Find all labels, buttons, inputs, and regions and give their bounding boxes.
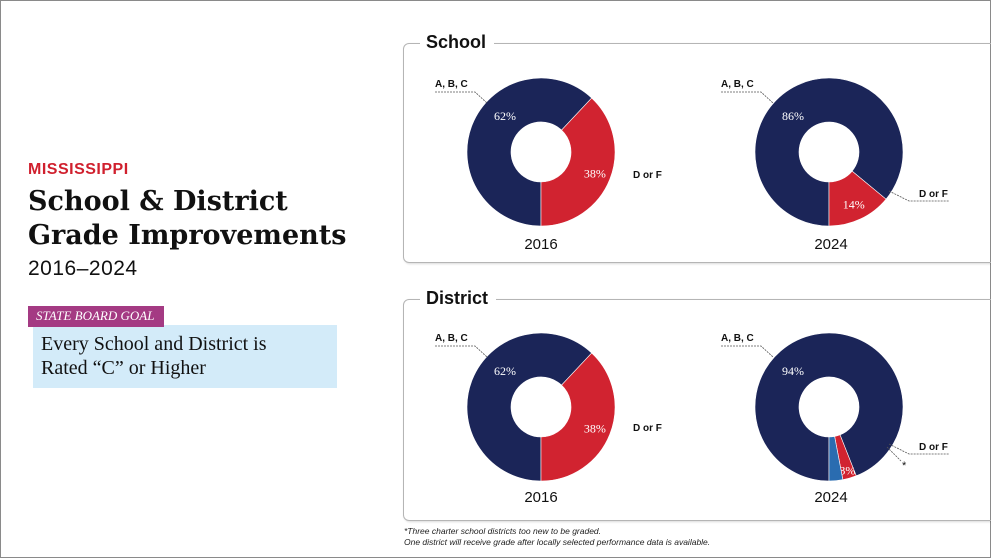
footnote-line-2: One district will receive grade after lo… xyxy=(404,537,711,547)
year-range: 2016–2024 xyxy=(28,257,138,280)
slice-value-label: 62% xyxy=(494,109,516,123)
slice-a-b-c xyxy=(466,332,593,482)
leader-line xyxy=(888,190,949,202)
school-panel: School xyxy=(403,32,991,263)
page-title: School & District Grade Improvements xyxy=(28,185,388,253)
category-label-abc: A, B, C xyxy=(721,333,754,344)
slice-a-b-c xyxy=(466,77,593,227)
slice-ungraded xyxy=(828,436,844,482)
slice-a-b-c xyxy=(754,77,904,227)
slice-d-or-f xyxy=(540,352,616,482)
title-line-1: School & District xyxy=(28,186,288,217)
year-label: 2016 xyxy=(524,236,557,253)
slice-value-label: 38% xyxy=(584,421,606,435)
school-panel-title: School xyxy=(420,32,495,53)
slice-value-label: 86% xyxy=(782,109,804,123)
goal-tag: STATE BOARD GOAL xyxy=(28,306,165,327)
goal-line-2: Rated “C” or Higher xyxy=(41,357,206,379)
title-block: MISSISSIPPI School & District Grade Impr… xyxy=(28,161,388,281)
footnote-line-1: *Three charter school districts too new … xyxy=(404,526,602,536)
category-label-abc: A, B, C xyxy=(435,333,468,344)
slice-d-or-f xyxy=(540,97,616,227)
donut-1: 86% 14% 2024 A, B, C D or F xyxy=(721,77,949,253)
slice-value-label: 62% xyxy=(494,364,516,378)
category-label-d-or-f: D or F xyxy=(633,423,662,434)
slice-value-label: 94% xyxy=(782,364,804,378)
title-line-2: Grade Improvements xyxy=(28,220,347,251)
slice-d-or-f xyxy=(828,170,887,227)
year-label: 2024 xyxy=(814,489,847,506)
leader-line xyxy=(435,91,488,104)
goal-line-1: Every School and District is xyxy=(41,333,267,355)
goal-callout: STATE BOARD GOAL Every School and Distri… xyxy=(28,306,337,388)
donut-2: 62% 38% 2016 A, B, C D or F xyxy=(435,332,662,506)
footnote: *Three charter school districts too new … xyxy=(404,526,710,548)
year-label: 2016 xyxy=(524,489,557,506)
year-label: 2024 xyxy=(814,236,847,253)
category-label-d-or-f: D or F xyxy=(633,170,662,181)
donut-3: 94% 3% 2024 A, B, C D or F * xyxy=(721,332,949,506)
leader-line xyxy=(721,91,774,104)
district-panel-title: District xyxy=(420,288,497,309)
donut-0: 62% 38% 2016 A, B, C D or F xyxy=(435,77,662,253)
leader-line xyxy=(435,345,488,358)
slice-value-label: 14% xyxy=(843,197,865,211)
category-label-abc: A, B, C xyxy=(721,79,754,90)
leader-line xyxy=(721,345,774,358)
district-panel: District xyxy=(403,288,991,521)
slice-value-label: 38% xyxy=(584,166,606,180)
category-label-d-or-f: D or F xyxy=(919,189,948,200)
category-label-d-or-f: D or F xyxy=(919,442,948,453)
state-kicker: MISSISSIPPI xyxy=(28,161,129,178)
slice-a-b-c xyxy=(754,332,904,482)
slice-value-label: 3% xyxy=(839,463,855,477)
category-label-abc: A, B, C xyxy=(435,79,468,90)
leader-line xyxy=(888,443,949,455)
leader-line xyxy=(886,446,902,462)
goal-box: Every School and District is Rated “C” o… xyxy=(33,325,337,388)
asterisk-marker: * xyxy=(902,460,907,472)
